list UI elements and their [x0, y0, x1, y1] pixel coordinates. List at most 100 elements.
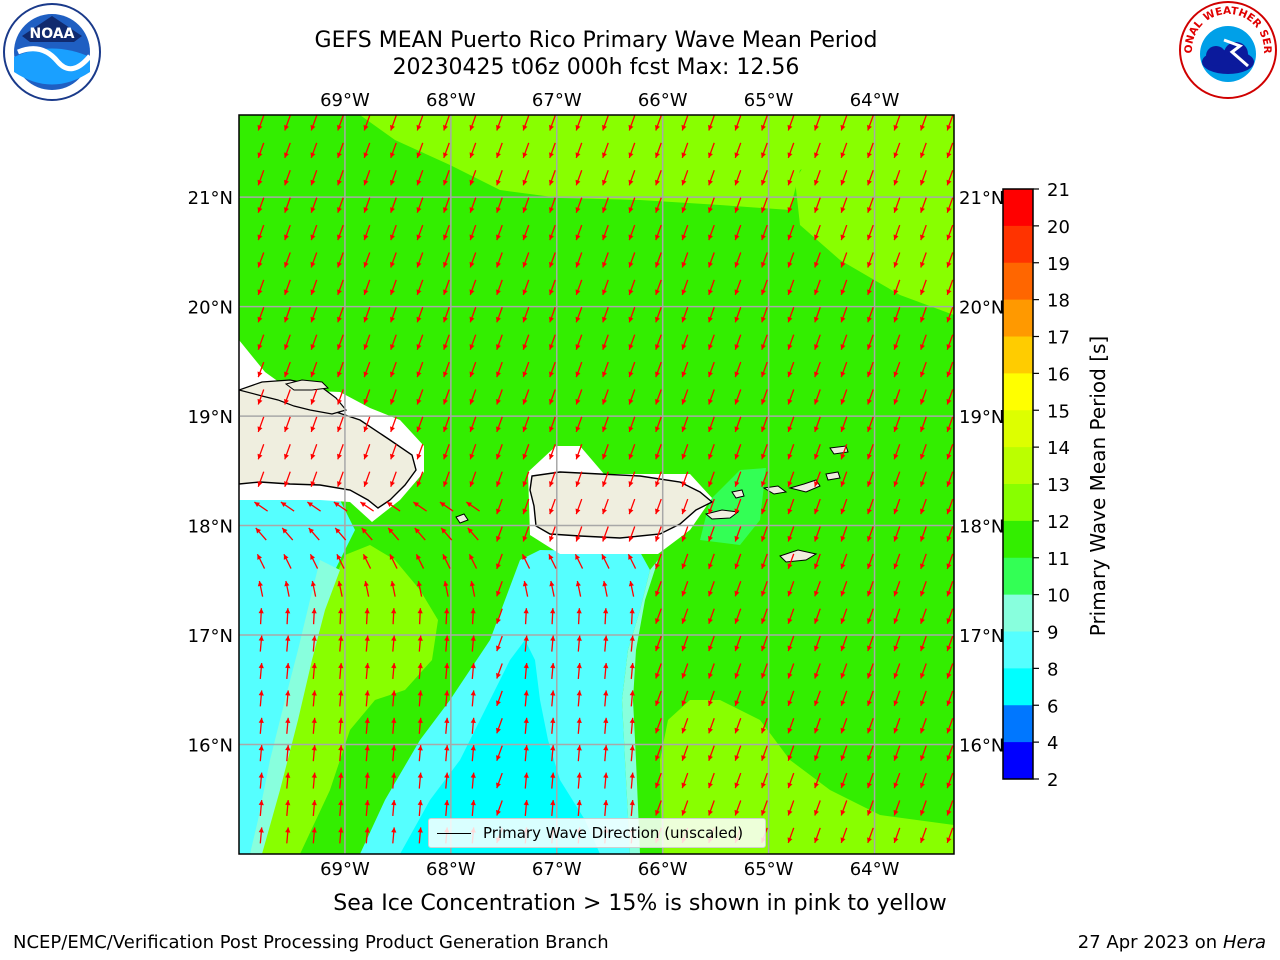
wave-direction-arrow [469, 361, 477, 378]
wave-direction-arrow [522, 471, 530, 487]
wave-direction-arrow [389, 553, 398, 569]
wave-direction-arrow [258, 662, 264, 680]
wave-direction-arrow [602, 197, 609, 213]
wave-direction-arrow [920, 142, 927, 159]
wave-direction-arrow [496, 635, 503, 652]
wave-direction-arrow [655, 581, 662, 597]
wave-direction-arrow [470, 772, 476, 789]
wave-direction-arrow [628, 444, 636, 460]
wave-direction-arrow [628, 252, 636, 268]
wave-direction-arrow [575, 170, 583, 186]
wave-direction-arrow [338, 827, 344, 844]
wave-direction-arrow [655, 279, 662, 296]
wave-direction-arrow [576, 772, 582, 789]
wave-direction-arrow [814, 827, 821, 844]
wave-direction-arrow [360, 501, 374, 512]
wave-direction-arrow [946, 663, 954, 679]
wave-direction-arrow [283, 553, 292, 569]
wave-direction-arrow [681, 635, 689, 652]
wave-direction-arrow [496, 279, 503, 296]
wave-direction-arrow [629, 745, 635, 762]
wave-direction-arrow [681, 416, 689, 433]
wave-direction-arrow [444, 799, 450, 817]
wave-direction-arrow [522, 252, 530, 268]
wave-direction-arrow [284, 224, 291, 241]
wave-direction-arrow [469, 252, 477, 268]
wave-direction-arrow [708, 224, 715, 241]
wave-direction-arrow [575, 416, 583, 433]
lat-tick-label-left: 17°N [188, 626, 233, 647]
wave-direction-arrow [655, 608, 662, 624]
wave-direction-arrow [443, 115, 450, 131]
wave-direction-arrow [337, 580, 343, 597]
wave-direction-arrow [761, 745, 768, 761]
wave-direction-arrow [628, 197, 636, 213]
wave-direction-arrow [285, 772, 291, 789]
wave-direction-arrow [867, 115, 874, 131]
wave-direction-arrow [814, 471, 821, 487]
wave-direction-arrow [523, 690, 529, 707]
wave-direction-arrow [387, 527, 400, 541]
wave-direction-arrow [549, 580, 555, 597]
colorbar-tick-label: 6 [1047, 696, 1058, 717]
wave-direction-arrow [391, 827, 397, 844]
wave-direction-arrow [308, 527, 320, 541]
wave-direction-arrow [284, 416, 291, 433]
wave-direction-arrow [284, 444, 291, 460]
wave-direction-arrow [628, 416, 636, 433]
nws-logo: NATIONAL WEATHER SERVICE [1174, 0, 1278, 100]
wave-direction-arrow [814, 718, 821, 734]
wave-direction-arrow [946, 745, 954, 761]
lat-tick-label-right: 19°N [959, 407, 1004, 428]
wave-direction-arrow [522, 170, 530, 186]
wave-direction-arrow [258, 827, 264, 844]
wave-direction-arrow [629, 662, 635, 680]
wave-direction-arrow [496, 416, 503, 433]
wave-direction-arrow [468, 553, 478, 569]
field-10-edge [622, 560, 658, 854]
wave-direction-arrow [337, 389, 344, 405]
wave-direction-arrow [734, 800, 742, 816]
wave-direction-arrow [310, 197, 318, 213]
wave-direction-arrow [893, 690, 901, 707]
wave-direction-arrow [946, 307, 954, 323]
colorbar-segment [1003, 557, 1033, 596]
wave-direction-arrow [550, 717, 556, 734]
wave-direction-arrow [814, 800, 821, 816]
colorbar-tick-label: 13 [1047, 475, 1070, 496]
wave-direction-arrow [285, 608, 291, 625]
wave-direction-arrow [629, 635, 635, 652]
wave-direction-arrow [628, 142, 636, 159]
wave-direction-arrow [655, 690, 662, 707]
wave-direction-arrow [390, 334, 397, 350]
wave-direction-arrow [363, 115, 371, 131]
wave-direction-arrow [469, 279, 477, 296]
wave-direction-arrow [761, 115, 768, 131]
wave-direction-arrow [496, 772, 503, 789]
wave-direction-arrow [390, 279, 397, 296]
wave-direction-arrow [310, 307, 318, 323]
wave-direction-arrow [417, 690, 423, 707]
wave-direction-arrow [363, 471, 371, 487]
colorbar-tick-label: 20 [1047, 217, 1070, 238]
wave-direction-arrow [337, 115, 344, 131]
wave-direction-arrow [390, 307, 397, 323]
lon-tick-label-top: 69°W [320, 90, 370, 111]
wave-direction-arrow [840, 307, 848, 323]
wave-direction-arrow [575, 389, 583, 405]
map-legend: Primary Wave Direction (unscaled) [428, 818, 766, 848]
wave-direction-arrow [417, 635, 423, 652]
wave-direction-arrow [681, 498, 689, 515]
wave-direction-arrow [310, 142, 318, 159]
wave-direction-arrow [761, 663, 768, 679]
wave-direction-arrow [708, 389, 715, 405]
wave-direction-arrow [257, 115, 265, 131]
wave-direction-arrow [311, 799, 317, 817]
wave-direction-arrow [469, 334, 477, 350]
wave-direction-arrow [814, 608, 821, 624]
wave-direction-arrow [470, 690, 476, 707]
wave-direction-arrow [257, 252, 265, 268]
wave-direction-arrow [310, 361, 318, 378]
wave-direction-arrow [391, 717, 397, 734]
wave-direction-arrow [338, 662, 344, 680]
